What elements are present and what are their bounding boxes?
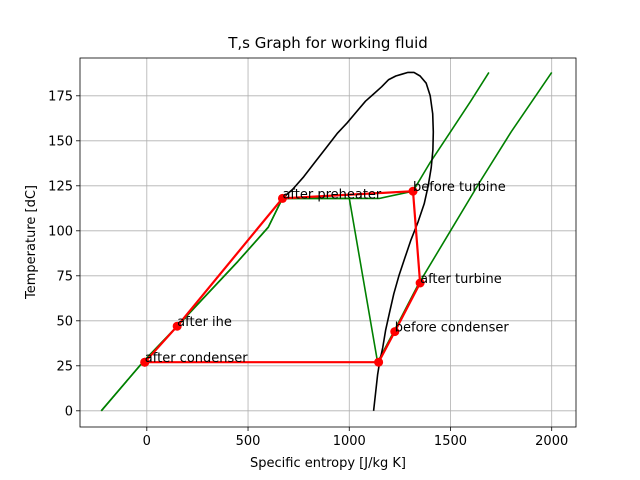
point-label: before condenser (395, 321, 510, 336)
cycle-point (408, 186, 418, 196)
x-tick-label: 2000 (535, 434, 568, 449)
annotations: after condenser after ihe after preheater b… (145, 180, 510, 366)
chart-title: T,s Graph for working fluid (227, 34, 428, 52)
cycle-point (374, 357, 384, 367)
y-tick-label: 25 (56, 359, 73, 374)
y-tick-label: 50 (56, 314, 73, 329)
y-axis-label: Temperature [dC] (24, 185, 39, 300)
y-tick-label: 75 (56, 269, 73, 284)
y-tick-label: 175 (48, 89, 73, 104)
point-label: after ihe (177, 315, 232, 330)
x-tick-label: 0 (143, 434, 151, 449)
point-label: after condenser (145, 351, 248, 366)
cycle-line (143, 190, 422, 364)
cycle-points (140, 186, 425, 367)
x-tick-label: 1000 (333, 434, 366, 449)
y-tick-label: 0 (65, 404, 73, 419)
cycle-point (140, 357, 150, 367)
x-tick-label: 1500 (434, 434, 467, 449)
cycle-point (172, 321, 182, 331)
point-label: before turbine (413, 180, 506, 195)
cycle-point (277, 193, 287, 203)
y-tick-label: 100 (48, 224, 73, 239)
saturation-curve (281, 71, 435, 411)
y-tick-label: 125 (48, 179, 73, 194)
series (100, 71, 553, 412)
point-label: after turbine (420, 272, 502, 287)
isobar-line (100, 71, 553, 412)
ticks: 0 500 1000 1500 2000 0 25 50 75 100 125 150 175 (48, 89, 568, 449)
x-tick-label: 500 (236, 434, 261, 449)
plot-frame (79, 57, 577, 428)
point-label: after preheater (282, 187, 381, 202)
x-axis-label: Specific entropy [J/kg K] (250, 456, 406, 471)
cycle-point (390, 327, 400, 337)
cycle-point (415, 278, 425, 288)
y-tick-label: 150 (48, 134, 73, 149)
